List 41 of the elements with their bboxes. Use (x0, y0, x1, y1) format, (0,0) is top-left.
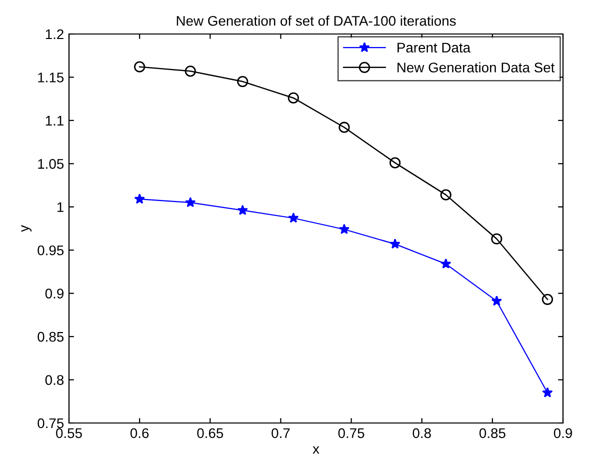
point (288, 92, 299, 104)
x-tick-label: 0.6 (130, 428, 149, 438)
point (338, 224, 350, 234)
y-axis-title: y (21, 225, 32, 232)
point (134, 194, 145, 204)
chart-title: New Generation of set of DATA-100 iterations (176, 16, 456, 26)
y-tick-label: 0.8 (45, 375, 64, 385)
y-tick-label: 1.2 (46, 29, 64, 40)
point (134, 61, 146, 72)
point (185, 197, 196, 208)
point (389, 157, 401, 168)
point (440, 189, 452, 200)
y-tick-label: 1.05 (38, 159, 64, 169)
x-tick-label: 0.75 (338, 428, 364, 438)
y-tick-label: 0.75 (38, 418, 64, 428)
y-tick-label: 0.85 (38, 332, 64, 342)
point (237, 76, 248, 88)
legend-label: Parent Data (398, 42, 471, 53)
x-tick-label: 0.85 (479, 428, 506, 438)
point (338, 122, 350, 133)
point (390, 238, 400, 249)
point (491, 296, 502, 306)
x-tick-label: 0.55 (56, 428, 82, 438)
point (542, 294, 554, 305)
point (288, 212, 299, 223)
x-tick-label: 0.7 (272, 428, 290, 438)
x-tick-label: 0.65 (197, 428, 224, 438)
y-tick-label: 0.9 (45, 288, 64, 299)
point (184, 66, 196, 77)
y-tick-label: 1.1 (46, 116, 64, 126)
point (491, 233, 502, 244)
x-axis-title: x (312, 446, 320, 454)
point (440, 258, 452, 269)
x-tick-label: 0.9 (554, 428, 572, 438)
point (542, 387, 553, 398)
y-tick-label: 1.15 (38, 72, 64, 82)
point (237, 204, 248, 215)
y-tick-label: 1 (57, 202, 64, 212)
legend-label: New Generation Data Set (398, 62, 555, 72)
y-tick-label: 0.95 (38, 245, 64, 256)
x-tick-label: 0.8 (412, 428, 431, 438)
